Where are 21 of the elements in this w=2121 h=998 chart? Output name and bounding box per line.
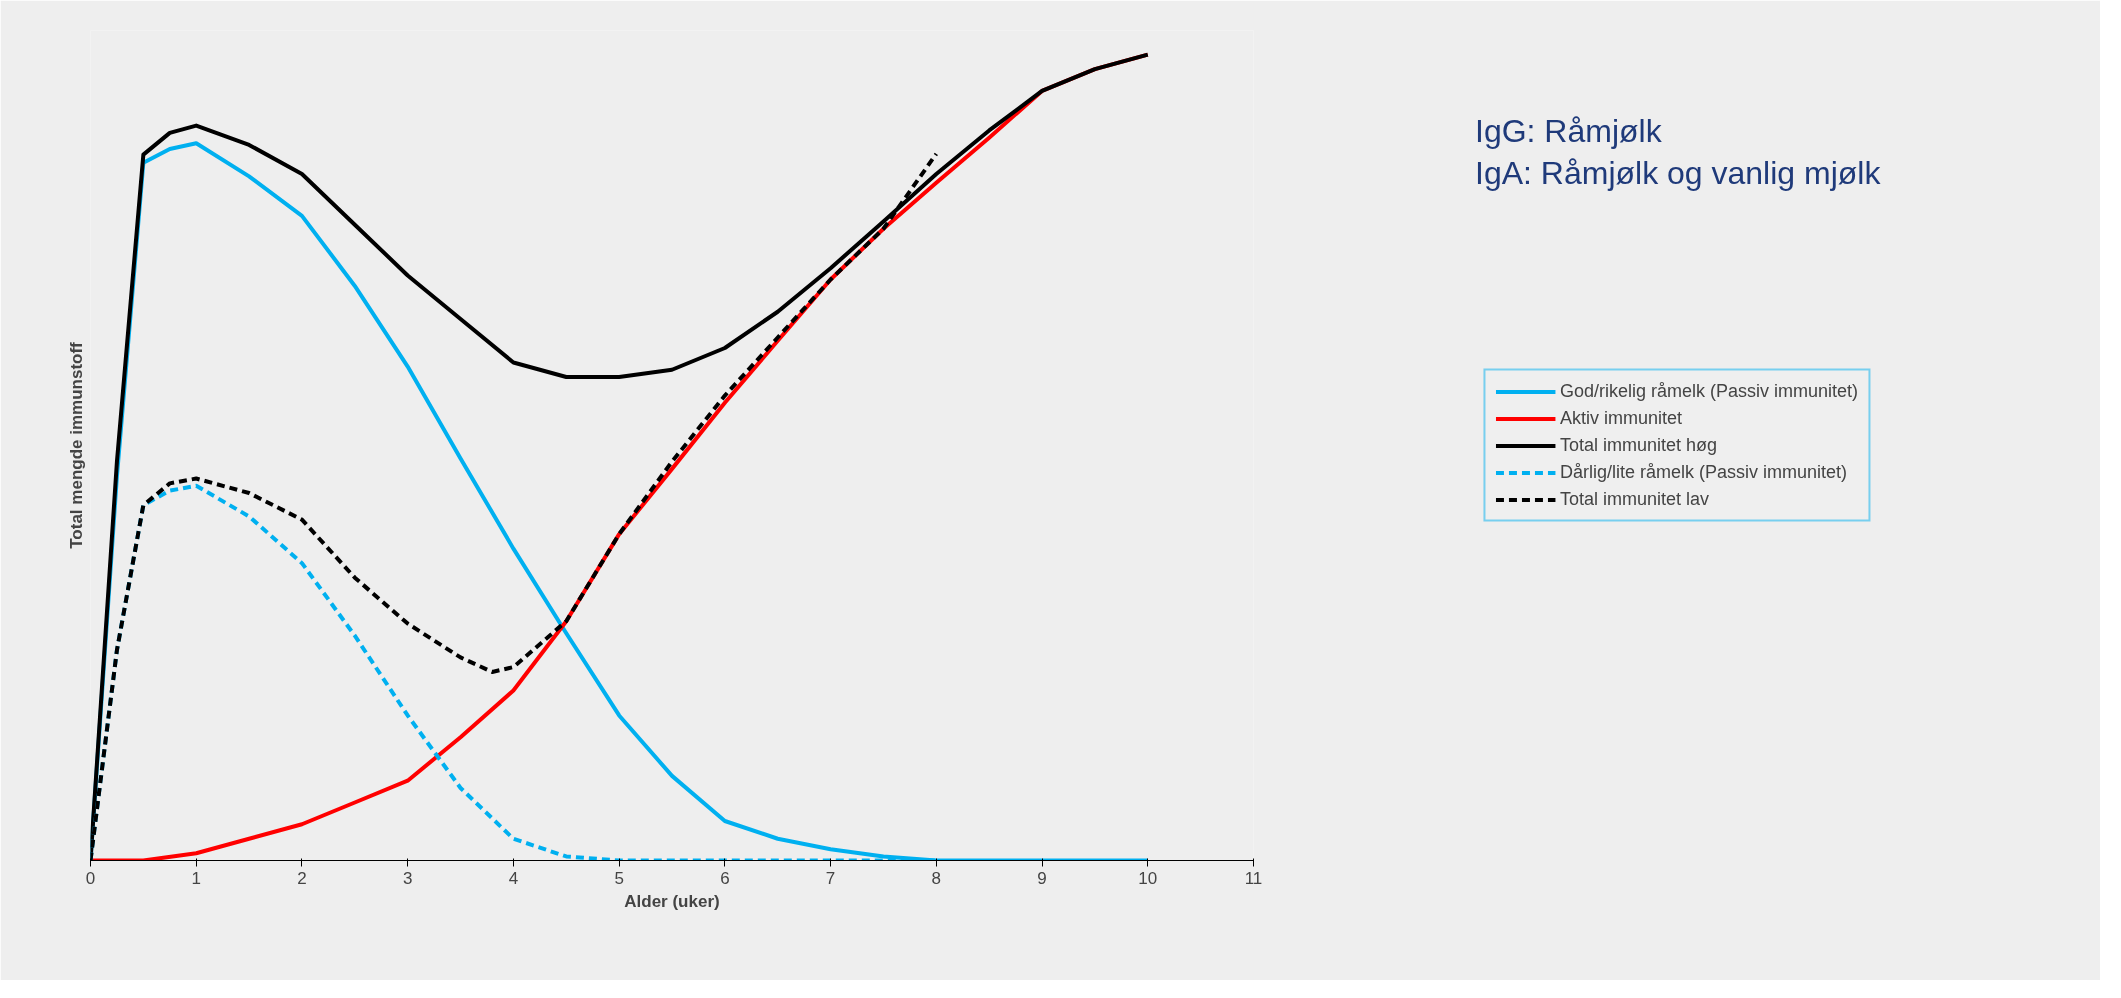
legend-label: Total immunitet høg (1559, 434, 1718, 456)
legend-label: Aktiv immunitet (1559, 407, 1682, 429)
x-tick-label: 6 (720, 868, 730, 888)
y-axis-title: Total mengde immunstoff (66, 341, 86, 549)
legend-label: God/rikelig råmelk (Passiv immunitet) (1559, 380, 1859, 402)
text: IgG: Råmjølk (1475, 113, 1662, 149)
x-axis-title: Alder (uker) (624, 891, 720, 911)
x-tick-label: 4 (508, 868, 519, 888)
text: IgA: Råmjølk og vanlig mjølk (1475, 155, 1881, 191)
legend-label: Dårlig/lite råmelk (Passiv immunitet) (1559, 461, 1848, 483)
x-tick-label: 0 (85, 868, 96, 888)
legend-label: Total immunitet lav (1559, 488, 1710, 510)
x-tick-label: 7 (825, 868, 836, 888)
x-tick-label: 5 (614, 868, 624, 888)
x-tick-label: 10 (1138, 868, 1158, 888)
x-tick-label: 1 (191, 868, 201, 888)
x-tick-label: 11 (1244, 868, 1263, 888)
x-tick-label: 2 (297, 868, 307, 888)
x-tick-label: 3 (402, 868, 413, 888)
x-tick-label: 8 (931, 868, 942, 888)
x-tick-label: 9 (1037, 868, 1047, 888)
